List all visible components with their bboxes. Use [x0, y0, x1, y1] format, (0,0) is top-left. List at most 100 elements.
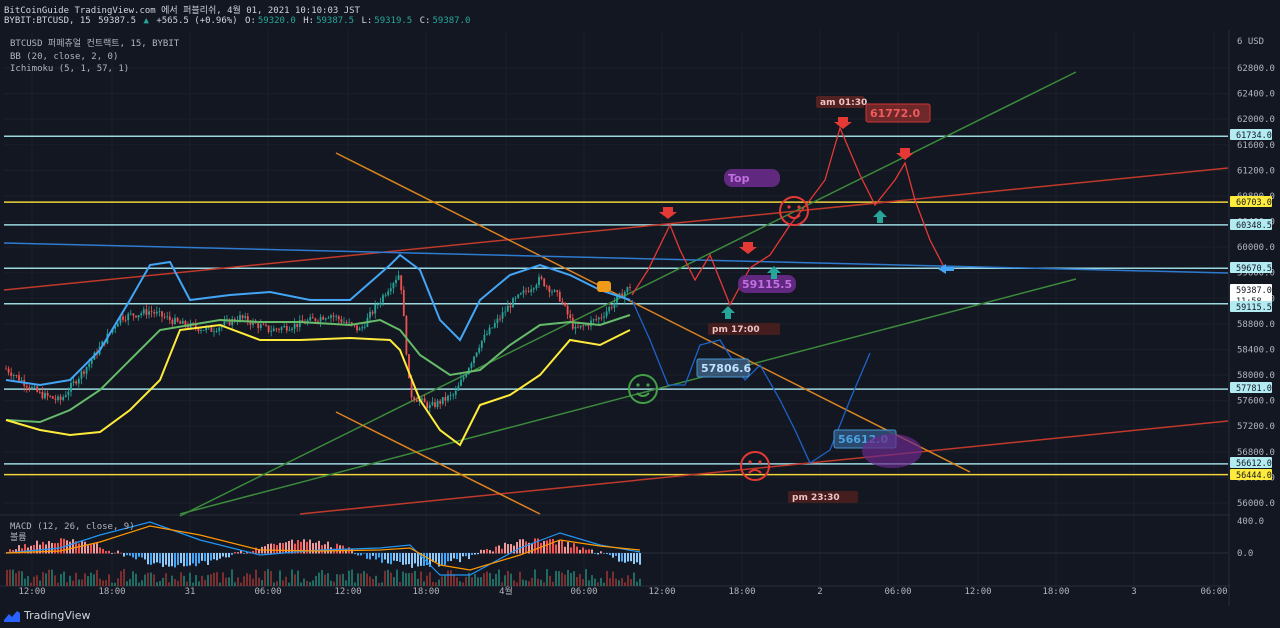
candle-body: [621, 293, 624, 299]
green-trendline-upper[interactable]: [179, 71, 1077, 517]
macd-histogram-bar: [222, 553, 224, 557]
volume-bar: [150, 572, 152, 586]
macd-histogram-bar: [81, 540, 83, 554]
y-tick-label: 61200.0: [1237, 166, 1275, 176]
candle-body: [137, 315, 140, 318]
y-axis-unit: 6 USD: [1237, 37, 1264, 47]
volume-bar: [129, 578, 131, 586]
annotation-text: am 01:30: [820, 98, 867, 108]
macd-histogram-bar: [540, 542, 542, 554]
low-value: 59319.5: [374, 16, 413, 26]
close-value: 59387.0: [432, 16, 471, 26]
volume-bar: [528, 581, 530, 586]
macd-histogram-bar: [579, 549, 581, 554]
volume-bar: [441, 576, 443, 586]
price-badge[interactable]: [1230, 219, 1272, 230]
study-symbol[interactable]: BTCUSD 퍼페츄얼 컨트랙트, 15, BYBIT: [10, 39, 180, 49]
chart-header: BitCoinGuide TradingView.com 에서 퍼블리쉬, 4월…: [0, 0, 1280, 30]
macd-histogram-bar: [483, 549, 485, 554]
volume-bar: [513, 580, 515, 586]
low-label: L:: [361, 16, 373, 26]
bb-middle-band: [5, 314, 631, 424]
macd-histogram-bar: [159, 553, 161, 564]
annotation-box[interactable]: [696, 358, 750, 378]
price-badge[interactable]: [1230, 457, 1272, 468]
volume-bar: [228, 577, 230, 586]
macd-histogram-bar: [138, 553, 140, 557]
macd-histogram-bar: [486, 548, 488, 554]
candle-body: [506, 305, 509, 312]
price-badge[interactable]: [1230, 284, 1272, 306]
candle-body: [486, 334, 488, 335]
macd-histogram-bar: [567, 542, 569, 554]
volume-bar: [45, 573, 47, 586]
candle-body: [275, 328, 278, 330]
volume-bar: [339, 574, 341, 586]
volume-bar: [159, 581, 161, 586]
volume-bar: [27, 575, 29, 586]
macd-histogram-bar: [306, 541, 308, 554]
volume-study-label[interactable]: 볼륨: [10, 533, 27, 543]
green-trendline-lower[interactable]: [179, 278, 1077, 515]
annotation-box[interactable]: [788, 491, 858, 503]
candle-body: [517, 294, 520, 298]
red-trendline-lower[interactable]: [299, 420, 1229, 515]
macd-histogram-bar: [231, 553, 233, 555]
red-trendline-upper[interactable]: [3, 167, 1229, 291]
candle-body: [374, 304, 377, 314]
volume-bar: [567, 569, 569, 586]
annotation-box[interactable]: [724, 169, 780, 187]
price-badge[interactable]: [1230, 469, 1272, 480]
candle-body: [413, 397, 416, 400]
volume-bar: [207, 574, 209, 586]
signal-line: [5, 525, 641, 571]
volume-bar: [504, 575, 506, 586]
orange-trendline-lower[interactable]: [335, 411, 541, 515]
volume-bar: [270, 571, 272, 586]
candle-body: [387, 291, 390, 296]
candle-body: [101, 341, 104, 347]
macd-histogram-bar: [387, 553, 389, 564]
x-tick-label: 18:00: [98, 587, 125, 597]
volume-bar: [618, 580, 620, 586]
volume-bar: [411, 572, 413, 586]
study-bb[interactable]: BB (20, close, 2, 0): [10, 51, 119, 62]
volume-bar: [204, 579, 206, 586]
blue-trendline[interactable]: [3, 242, 1229, 274]
macd-tick-label: 0.0: [1237, 549, 1253, 559]
macd-histogram-bar: [441, 553, 443, 566]
macd-histogram-bar: [60, 538, 62, 554]
price-badge[interactable]: [1230, 129, 1272, 140]
candle-body: [436, 400, 439, 407]
macd-histogram-bar: [408, 553, 410, 565]
macd-histogram-bar: [195, 553, 197, 567]
macd-histogram-bar: [360, 553, 362, 556]
candle-body: [431, 402, 434, 405]
annotation-box[interactable]: [816, 96, 864, 108]
candle-body: [132, 313, 135, 316]
candle-body: [213, 331, 215, 333]
volume-bar: [243, 576, 245, 586]
annotation-box[interactable]: [738, 275, 796, 293]
volume-bar: [429, 572, 431, 586]
change-value: +565.5 (+0.96%): [156, 16, 238, 26]
candle-body: [493, 323, 496, 328]
annotation-box[interactable]: [865, 103, 931, 123]
tradingview-logo[interactable]: TradingView: [4, 609, 90, 622]
symbol-label[interactable]: BYBIT:BTCUSD, 15: [4, 16, 91, 26]
orange-trendline-upper[interactable]: [335, 152, 971, 473]
price-badge[interactable]: [1230, 262, 1272, 273]
price-badge[interactable]: [1230, 301, 1272, 312]
volume-bar: [366, 573, 368, 586]
volume-bar: [606, 570, 608, 586]
price-badge-label: 60703.0: [1236, 198, 1272, 208]
annotation-box[interactable]: [708, 323, 780, 335]
study-ichimoku[interactable]: Ichimoku (5, 1, 57, 1): [10, 64, 130, 74]
macd-study-label[interactable]: MACD (12, 26, close, 9): [10, 522, 135, 532]
macd-histogram-bar: [633, 553, 635, 564]
price-badge[interactable]: [1230, 382, 1272, 393]
price-badge[interactable]: [1230, 196, 1272, 207]
macd-histogram-bar: [240, 550, 242, 554]
price-chart[interactable]: 56000.056400.056800.057200.057600.058000…: [0, 30, 1280, 606]
macd-histogram-bar: [555, 544, 557, 554]
